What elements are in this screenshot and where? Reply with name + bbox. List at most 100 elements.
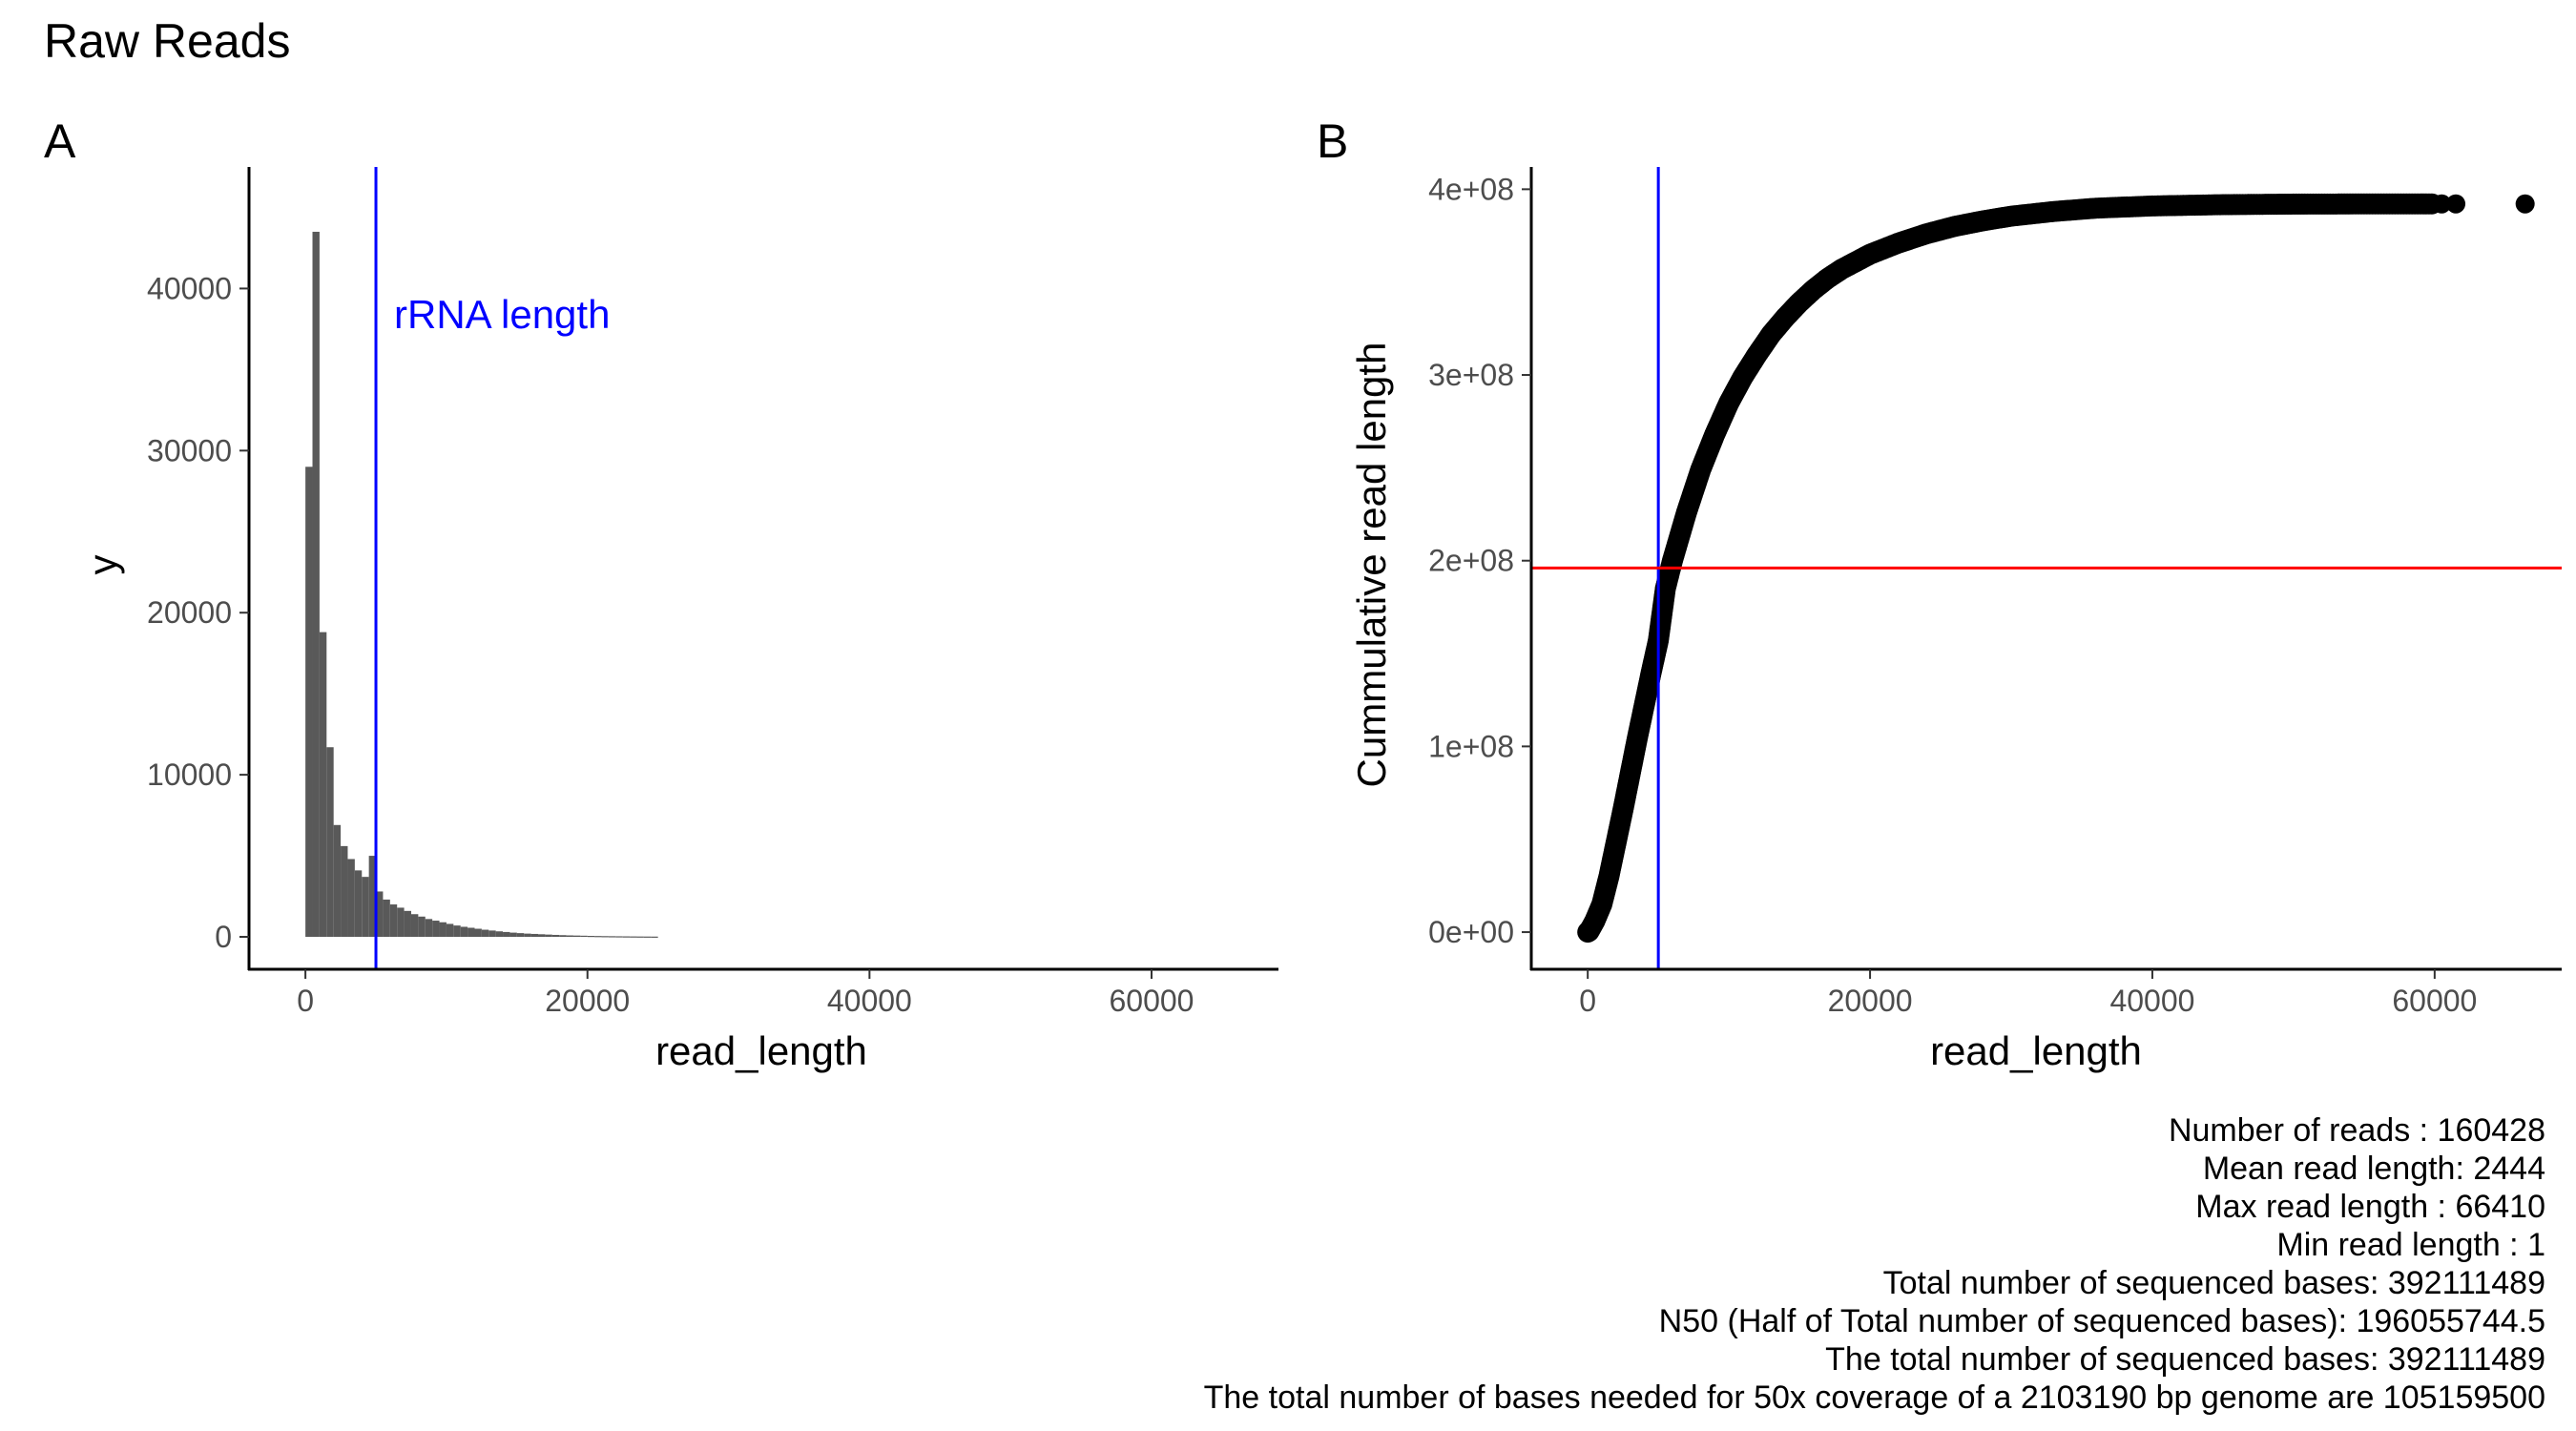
histogram-bar [453, 925, 461, 938]
histogram-bar [594, 936, 602, 938]
stat-bases-needed-50x: The total number of bases needed for 50x… [1204, 1379, 2545, 1416]
histogram-bar [551, 934, 560, 938]
data-point [2432, 194, 2452, 214]
histogram-bar [439, 922, 447, 938]
histogram-bar [608, 936, 616, 938]
panel-a-axes: 0 20000 40000 60000 0 10000 20000 30000 40000 [147, 167, 1278, 1018]
histogram-bar [495, 931, 504, 938]
data-point [2262, 194, 2282, 214]
panel-a-y-axis-label: y [80, 555, 125, 575]
histogram-bar [566, 935, 573, 938]
figure-title: Raw Reads [44, 14, 290, 68]
panel-b-axes: 0 20000 40000 60000 0e+00 1e+08 2e+08 3e+08 4e+0… [1428, 167, 2562, 1018]
data-point [2291, 194, 2311, 214]
histogram-bar [432, 921, 440, 938]
data-point [2389, 194, 2409, 214]
data-point [2361, 194, 2381, 214]
summary-statistics: Number of reads : 160428 Mean read lengt… [1204, 1112, 2545, 1416]
panel-a-x-tick-label: 20000 [545, 984, 630, 1018]
panel-a-y-tick-label: 20000 [147, 595, 232, 630]
data-point [2347, 194, 2367, 214]
panel-a-x-tick-label: 60000 [1109, 984, 1194, 1018]
panel-b-y-tick-label: 3e+08 [1428, 358, 1514, 392]
histogram-bar [347, 859, 355, 938]
data-point [2515, 194, 2535, 214]
stat-number-of-reads: Number of reads : 160428 [2169, 1112, 2545, 1149]
histogram-bar [636, 936, 644, 938]
panel-b-x-tick-label: 40000 [2109, 984, 2194, 1018]
histogram-bar [488, 930, 496, 938]
histogram-bar [397, 907, 405, 938]
histogram-bar [319, 632, 327, 938]
panel-a-y-tick-label: 0 [215, 920, 232, 954]
histogram-bar [651, 936, 658, 938]
histogram-bar [538, 934, 546, 938]
data-point [2305, 194, 2325, 214]
histogram-bar [326, 747, 334, 938]
histogram-bar [587, 936, 595, 938]
data-point [2376, 194, 2396, 214]
histogram-bar [601, 936, 609, 938]
histogram-bar [425, 919, 433, 938]
panel-b-y-tick-label: 0e+00 [1428, 915, 1514, 949]
histogram-bar [474, 928, 482, 938]
panel-a-y-tick-label: 10000 [147, 757, 232, 792]
data-point [2403, 194, 2423, 214]
histogram-bar [559, 935, 567, 938]
histogram-bar [622, 936, 631, 938]
stat-total-sequenced-bases: The total number of sequenced bases: 392… [1825, 1341, 2545, 1378]
histogram-bar [572, 935, 581, 938]
histogram-bar [509, 932, 517, 938]
panel-a-y-tick-label: 30000 [147, 433, 232, 467]
stat-mean-read-length: Mean read length: 2444 [2203, 1151, 2545, 1187]
histogram-bar [530, 933, 539, 938]
histogram-bar [362, 877, 369, 938]
panel-b-reference-lines [1531, 167, 2562, 969]
panel-a-x-tick-label: 40000 [827, 984, 912, 1018]
histogram-bar [516, 933, 525, 938]
histogram-bar [389, 904, 398, 938]
histogram-bar [460, 926, 468, 938]
panel-b-y-tick-label: 4e+08 [1428, 172, 1514, 206]
histogram-bar [630, 936, 637, 938]
stat-total-bases: Total number of sequenced bases: 3921114… [1883, 1265, 2545, 1301]
panel-b-y-tick-label: 1e+08 [1428, 729, 1514, 763]
stat-n50: N50 (Half of Total number of sequenced b… [1659, 1303, 2545, 1339]
data-point [2276, 194, 2296, 214]
histogram-bar [580, 935, 588, 938]
panel-a-x-axis-label: read_length [655, 1028, 867, 1073]
panel-b-x-tick-label: 0 [1579, 984, 1596, 1018]
histogram-bar [354, 870, 363, 938]
panel-a: A rRNA length 0 20000 40000 60000 0 10000 2000… [44, 114, 1278, 1073]
histogram-bar [481, 929, 489, 938]
panel-b-x-tick-label: 60000 [2392, 984, 2477, 1018]
panel-b-y-axis-label: Cummulative read length [1349, 342, 1394, 788]
panel-a-tag: A [44, 114, 76, 168]
panel-b-x-tick-label: 20000 [1828, 984, 1913, 1018]
panel-b-y-tick-label: 2e+08 [1428, 544, 1514, 578]
data-point [2446, 194, 2466, 214]
histogram-bar [383, 899, 390, 938]
histogram-bar [376, 891, 384, 938]
panel-b-tag: B [1317, 114, 1348, 168]
histogram-bar [305, 467, 313, 938]
cumulative-points [1577, 193, 2535, 944]
panel-b-x-axis-label: read_length [1930, 1028, 2142, 1073]
histogram-bar [545, 934, 552, 938]
histogram-bar [643, 936, 652, 938]
histogram-bar [312, 231, 320, 938]
histogram-bar [368, 856, 377, 938]
rrna-length-annotation: rRNA length [394, 292, 610, 337]
histogram-bar [418, 916, 426, 938]
histogram-bar [410, 914, 419, 938]
data-point [2418, 194, 2438, 214]
panel-b: B 0 20000 40000 60000 0e+00 1e+08 2e+08 3e+08 4e… [1317, 114, 2562, 1073]
histogram-bars [305, 231, 658, 938]
stat-max-read-length: Max read length : 66410 [2195, 1189, 2545, 1225]
panel-a-y-tick-label: 40000 [147, 271, 232, 305]
data-point [2333, 194, 2353, 214]
stat-min-read-length: Min read length : 1 [2276, 1227, 2545, 1263]
panel-a-x-tick-label: 0 [297, 984, 314, 1018]
histogram-bar [404, 910, 411, 938]
